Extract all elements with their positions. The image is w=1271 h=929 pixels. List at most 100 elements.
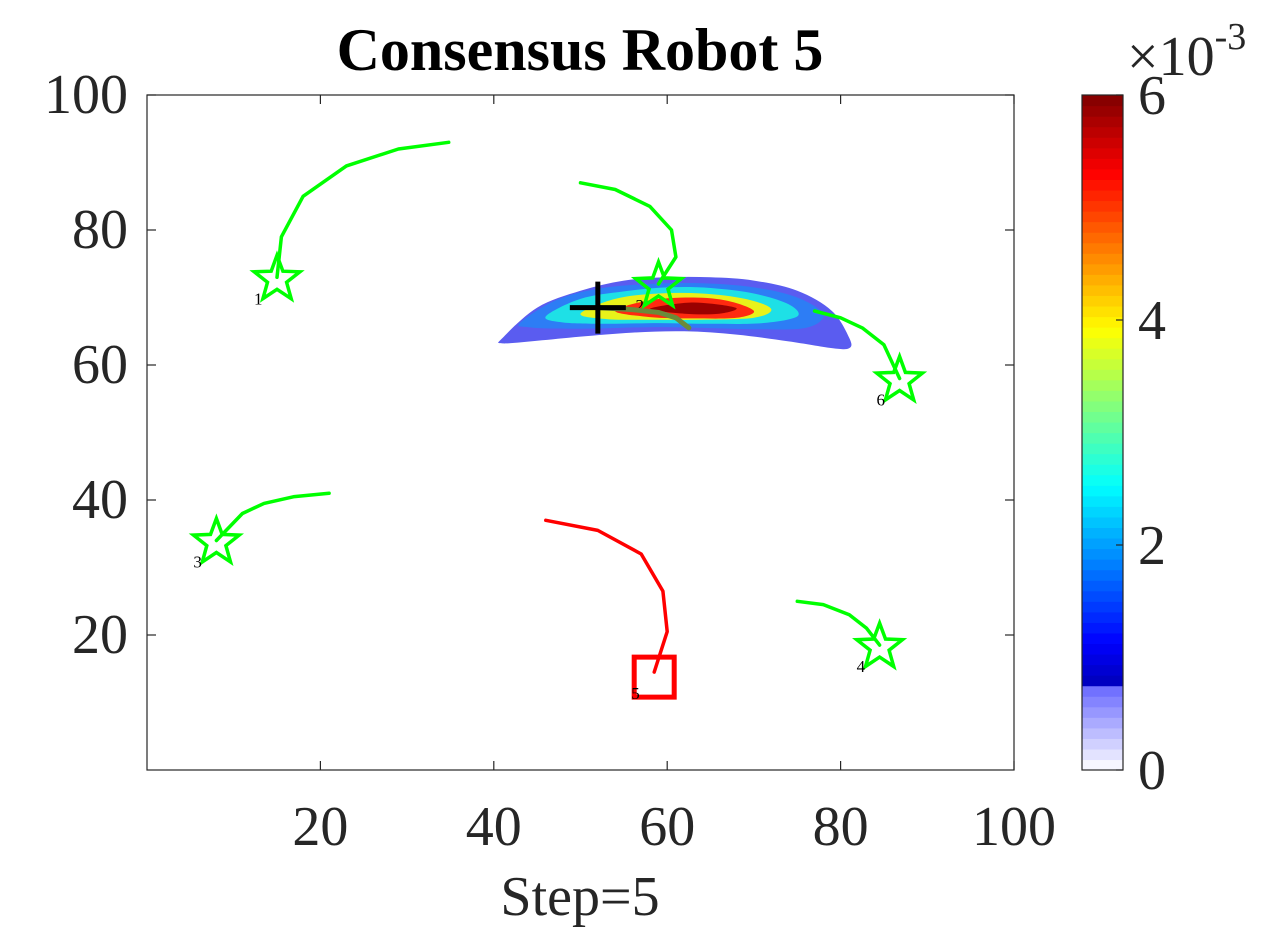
colorbar-swatch-10 [1082, 653, 1123, 666]
colorbar-swatch-54 [1082, 189, 1123, 202]
y-tick-label-4: 100 [44, 64, 128, 126]
colorbar-swatch-39 [1082, 348, 1123, 360]
x-axis-label: Step=5 [500, 866, 659, 928]
axes: 20 40 60 80 100 20 40 60 80 100 [44, 64, 1056, 858]
colorbar-swatch-45 [1082, 284, 1123, 296]
colorbar-swatch-15 [1082, 601, 1123, 613]
chart-title: Consensus Robot 5 [337, 17, 824, 83]
y-tick-label-3: 80 [72, 199, 128, 261]
colorbar-swatch-9 [1082, 664, 1123, 676]
robot-2: 2 [578, 181, 687, 315]
x-tick-label-3: 80 [813, 796, 869, 858]
colorbar-swatch-53 [1082, 200, 1123, 212]
y-tick-label-2: 60 [72, 334, 128, 396]
colorbar-swatch-2 [1082, 738, 1123, 750]
colorbar-swatch-11 [1082, 643, 1123, 655]
colorbar-swatch-43 [1082, 305, 1123, 318]
colorbar-swatch-34 [1082, 400, 1123, 413]
colorbar-swatch-29 [1082, 453, 1123, 465]
y-tick-label-1: 40 [72, 469, 128, 531]
colorbar-swatch-1 [1082, 748, 1123, 761]
robot-3: 3 [188, 491, 331, 572]
colorbar-swatch-40 [1082, 337, 1123, 349]
colorbar-swatch-20 [1082, 548, 1123, 560]
colorbar-frame [1081, 94, 1124, 771]
colorbar-swatch-14 [1082, 611, 1123, 623]
robot-1-label: 1 [254, 289, 262, 308]
y-tick-label-0: 20 [72, 604, 128, 666]
robot-4: 4 [795, 599, 908, 676]
colorbar-swatch-6 [1082, 696, 1123, 708]
colorbar-swatch-4 [1082, 717, 1123, 729]
colorbar-tick-label-2: 4 [1138, 290, 1166, 352]
colorbar-swatch-61 [1082, 116, 1123, 128]
colorbar-swatch-30 [1082, 443, 1123, 455]
colorbar-swatch-59 [1082, 137, 1123, 149]
axes-box [146, 94, 1015, 771]
colorbar-swatch-28 [1082, 464, 1123, 476]
colorbar-swatch-12 [1082, 632, 1123, 645]
colorbar-swatch-5 [1082, 706, 1123, 718]
colorbar-swatch-21 [1082, 537, 1123, 550]
robot-1-trajectory [275, 140, 451, 280]
x-tick-label-0: 20 [292, 796, 348, 858]
robot-3-trajectory [214, 491, 331, 543]
robot-6: 6 [812, 309, 928, 410]
colorbar-swatch-52 [1082, 211, 1123, 223]
robot-5-label: 5 [631, 684, 640, 703]
colorbar-tick-label-1: 2 [1138, 515, 1166, 577]
colorbar-swatch-22 [1082, 527, 1123, 539]
colorbar-swatch-7 [1082, 685, 1123, 697]
robot-4-star-marker [852, 618, 908, 671]
robot-5: 5 [544, 518, 677, 703]
colorbar-swatch-58 [1082, 147, 1123, 159]
colorbar-swatch-32 [1082, 421, 1123, 434]
colorbar-swatch-63 [1082, 95, 1123, 107]
colorbar-swatch-26 [1082, 485, 1123, 497]
colorbar-swatch-24 [1082, 506, 1123, 518]
robot-5-square-marker [631, 654, 677, 700]
colorbar-swatch-17 [1082, 580, 1123, 592]
colorbar-swatch-16 [1082, 590, 1123, 602]
colorbar-swatch-62 [1082, 105, 1123, 117]
colorbar-swatch-37 [1082, 369, 1123, 381]
colorbar-swatch-57 [1082, 158, 1123, 170]
colorbar-swatch-23 [1082, 516, 1123, 529]
plot-area: 1 2 3 4 5 6 [188, 140, 928, 703]
robot-1: 1 [249, 140, 451, 308]
colorbar-swatch-38 [1082, 358, 1123, 370]
colorbar-swatch-48 [1082, 253, 1123, 265]
colorbar-swatch-25 [1082, 495, 1123, 507]
colorbar-swatch-35 [1082, 390, 1123, 402]
colorbar-swatch-47 [1082, 263, 1123, 275]
colorbar-swatch-31 [1082, 432, 1123, 444]
colorbar-swatch-13 [1082, 622, 1123, 634]
colorbar-swatch-50 [1082, 232, 1123, 244]
colorbar-swatch-42 [1082, 316, 1123, 328]
robot-2-trajectory [578, 181, 678, 286]
colorbar-swatch-33 [1082, 411, 1123, 423]
robot-3-star-marker [188, 513, 244, 566]
colorbar-swatch-60 [1082, 126, 1123, 138]
colorbar-swatch-19 [1082, 559, 1123, 571]
robot-5-trajectory [544, 518, 669, 674]
robot-6-label: 6 [877, 391, 886, 410]
colorbar-swatch-41 [1082, 327, 1123, 339]
robot-6-trajectory [812, 309, 902, 381]
robot-4-label: 4 [857, 657, 866, 676]
colorbar-tick-label-0: 0 [1138, 740, 1166, 802]
x-tick-label-4: 100 [972, 796, 1056, 858]
colorbar-swatch-49 [1082, 242, 1123, 254]
x-tick-label-1: 40 [466, 796, 522, 858]
colorbar-multiplier: ×10-3 [1127, 16, 1246, 88]
colorbar-swatch-56 [1082, 168, 1123, 180]
x-tick-label-2: 60 [639, 796, 695, 858]
robot-1-star-marker [249, 250, 305, 303]
colorbar-swatch-3 [1082, 727, 1123, 739]
colorbar-swatch-8 [1082, 675, 1123, 687]
colorbar-swatch-0 [1082, 759, 1123, 771]
colorbar: 0 2 4 6×10-3 [1081, 16, 1246, 802]
robot-2-label: 2 [636, 296, 645, 315]
colorbar-swatch-55 [1082, 179, 1123, 191]
